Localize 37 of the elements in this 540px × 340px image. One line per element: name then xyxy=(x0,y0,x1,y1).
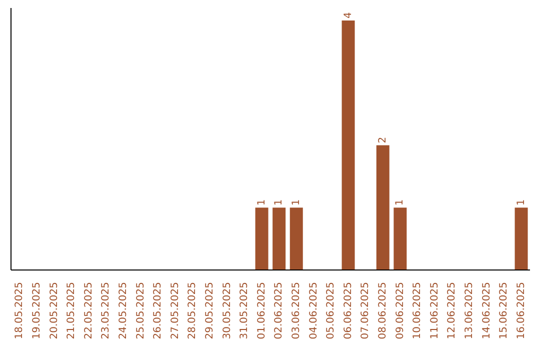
x-tick-label: 19.05.2025 xyxy=(31,282,42,340)
x-tick-label: 27.05.2025 xyxy=(170,282,181,340)
x-tick-label: 09.06.2025 xyxy=(394,282,406,340)
x-tick-label: 05.06.2025 xyxy=(326,282,337,340)
x-tick-label: 23.05.2025 xyxy=(100,282,112,340)
x-tick-label: 11.06.2025 xyxy=(429,282,440,340)
x-tick-label: 14.06.2025 xyxy=(481,282,492,340)
x-tick-label: 24.05.2025 xyxy=(118,282,129,340)
x-tick-label: 18.05.2025 xyxy=(14,282,26,340)
data-label: 1 xyxy=(394,199,406,206)
x-tick-label: 02.06.2025 xyxy=(274,282,285,340)
x-tick-label: 31.05.2025 xyxy=(239,282,250,340)
x-tick-label: 20.05.2025 xyxy=(48,282,60,340)
x-tick-label: 26.05.2025 xyxy=(152,282,164,340)
x-tick-label: 22.05.2025 xyxy=(83,282,94,340)
x-tick-label: 10.06.2025 xyxy=(412,282,424,340)
x-tick-label: 06.06.2025 xyxy=(342,282,354,340)
x-tick-label: 28.05.2025 xyxy=(187,282,198,340)
x-tick-label: 08.06.2025 xyxy=(377,282,388,340)
x-tick-label: 25.05.2025 xyxy=(135,282,146,340)
x-tick-label: 07.06.2025 xyxy=(360,282,372,340)
data-label: 1 xyxy=(256,199,268,206)
data-label: 4 xyxy=(342,12,354,18)
x-tick-label: 16.06.2025 xyxy=(516,282,527,340)
x-tick-label: 15.06.2025 xyxy=(498,282,510,340)
data-label: 2 xyxy=(377,136,388,144)
x-tick-label: 04.06.2025 xyxy=(308,282,320,340)
x-tick-label: 21.05.2025 xyxy=(66,282,78,340)
data-label: 1 xyxy=(290,199,302,206)
data-label: 1 xyxy=(516,199,527,206)
data-label: 1 xyxy=(274,199,285,206)
x-tick-label: 03.06.2025 xyxy=(290,282,302,340)
x-tick-label: 13.06.2025 xyxy=(464,282,475,340)
x-tick-label: 12.06.2025 xyxy=(446,282,458,340)
x-tick-label: 01.06.2025 xyxy=(256,282,268,340)
x-tick-label: 30.05.2025 xyxy=(222,282,233,340)
x-tick-label: 29.05.2025 xyxy=(204,282,216,340)
